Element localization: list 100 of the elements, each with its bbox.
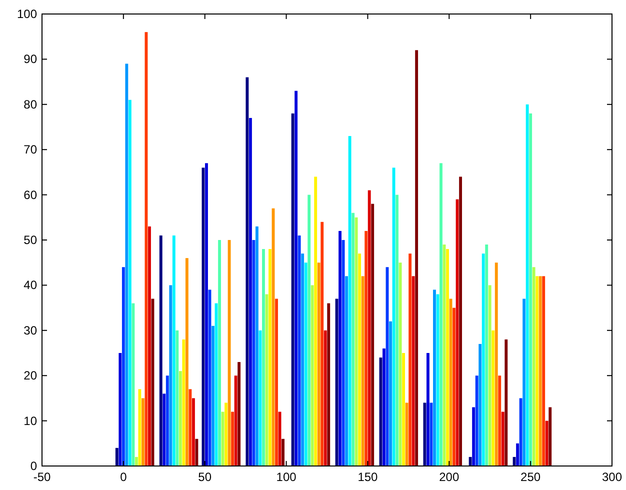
- bar: [538, 276, 542, 466]
- bar: [396, 194, 398, 466]
- x-tick-label: 300: [602, 470, 622, 484]
- bar: [122, 267, 125, 466]
- y-tick-label: 0: [30, 459, 38, 473]
- bar: [188, 389, 192, 466]
- bar: [504, 339, 508, 466]
- y-tick-label: 90: [24, 52, 38, 66]
- bar: [159, 235, 162, 466]
- bar: [176, 330, 179, 466]
- bar: [402, 353, 406, 466]
- bar: [408, 254, 412, 466]
- bar: [172, 235, 176, 466]
- x-tick-label: -50: [33, 470, 51, 484]
- bar: [536, 276, 539, 466]
- bar: [545, 420, 548, 466]
- bar: [231, 412, 234, 466]
- x-tick-label: 100: [276, 470, 297, 484]
- bar: [268, 249, 272, 466]
- bar: [342, 240, 345, 466]
- bar: [426, 353, 430, 466]
- bar: [478, 344, 482, 466]
- bar: [304, 262, 308, 466]
- x-tick-label: 50: [198, 470, 212, 484]
- bar: [310, 285, 314, 466]
- bar: [519, 398, 522, 466]
- bar: [262, 249, 265, 466]
- bar: [148, 226, 151, 466]
- y-tick-label: 40: [24, 278, 38, 292]
- y-tick-label: 50: [24, 233, 38, 247]
- bar: [522, 298, 526, 466]
- bar: [275, 298, 278, 466]
- bar: [132, 303, 135, 466]
- bar: [308, 194, 311, 466]
- bar: [529, 113, 532, 466]
- bar: [459, 176, 462, 466]
- y-tick-label: 10: [24, 414, 38, 428]
- bar: [354, 217, 358, 466]
- bar: [389, 321, 392, 466]
- bar: [178, 371, 182, 466]
- y-tick-label: 100: [16, 7, 38, 21]
- bar: [234, 376, 238, 466]
- bar: [115, 448, 118, 466]
- bar: [512, 456, 516, 466]
- bar: [134, 456, 138, 466]
- bar: [125, 64, 128, 466]
- bar: [352, 212, 355, 466]
- bar: [475, 376, 478, 466]
- bar: [364, 230, 368, 466]
- bar: [338, 230, 342, 466]
- bar: [371, 204, 374, 466]
- bar: [446, 249, 449, 466]
- bar: [472, 407, 476, 466]
- bar: [166, 376, 169, 466]
- bar: [298, 235, 301, 466]
- bar: [405, 402, 408, 466]
- bar: [182, 339, 186, 466]
- bar: [542, 276, 546, 466]
- bar: [516, 443, 520, 466]
- bar: [301, 254, 304, 466]
- bar: [317, 262, 320, 466]
- y-tick-label: 30: [24, 323, 38, 338]
- bar: [142, 398, 144, 466]
- bar: [485, 244, 488, 466]
- bar: [324, 330, 327, 466]
- bar: [218, 240, 221, 466]
- y-tick-label: 20: [24, 368, 38, 383]
- bar: [398, 262, 402, 466]
- bar: [162, 394, 166, 466]
- bar: [382, 348, 386, 466]
- x-tick-label: 0: [120, 470, 128, 484]
- bar: [238, 362, 241, 466]
- bar: [252, 240, 256, 466]
- bar: [118, 353, 122, 466]
- bar: [368, 190, 371, 466]
- bar: [433, 290, 436, 466]
- bar: [256, 226, 258, 466]
- bar: [440, 163, 442, 466]
- bar: [488, 285, 492, 466]
- bar: [494, 262, 498, 466]
- bar: [294, 90, 298, 466]
- bar: [246, 77, 249, 466]
- bar: [282, 438, 284, 466]
- bar: [314, 176, 318, 466]
- bar: [205, 163, 208, 466]
- bar: [327, 303, 330, 466]
- bar: [248, 118, 252, 466]
- bar: [526, 104, 529, 466]
- bar: [492, 330, 495, 466]
- bar: [128, 100, 132, 466]
- bar: [138, 389, 142, 466]
- bar: [468, 456, 472, 466]
- bar: [195, 438, 198, 466]
- y-tick-label: 60: [24, 188, 38, 202]
- x-tick-label: 150: [358, 470, 378, 484]
- bar: [501, 412, 504, 466]
- bar: [532, 267, 536, 466]
- bar: [498, 376, 502, 466]
- bar: [192, 398, 195, 466]
- bar: [185, 258, 188, 466]
